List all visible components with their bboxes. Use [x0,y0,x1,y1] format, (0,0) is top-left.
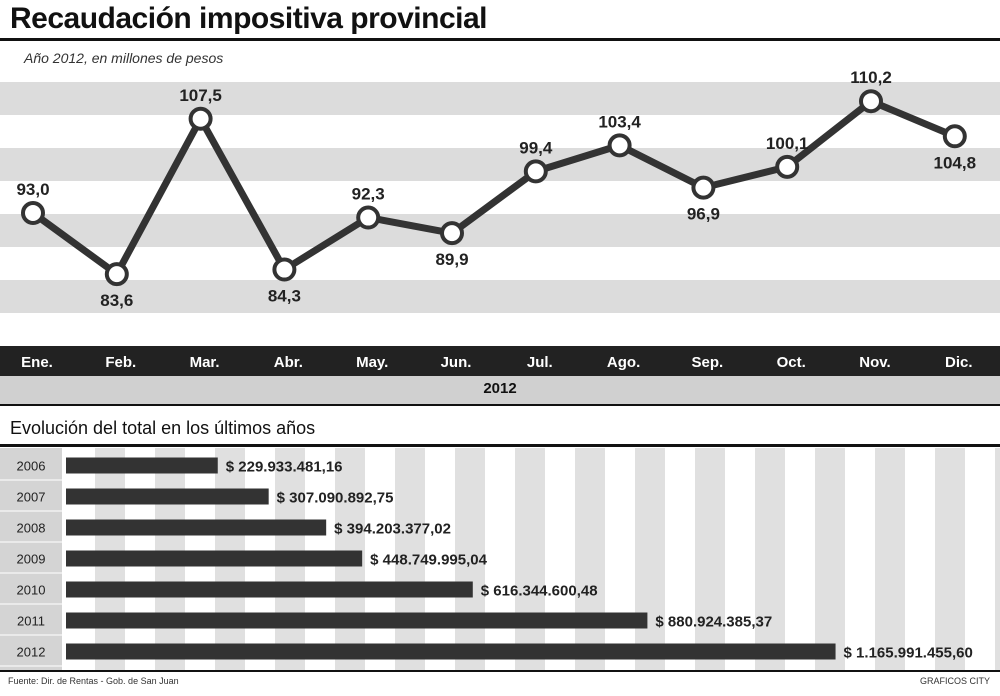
month-tick-label: Dic. [945,354,973,371]
line-value-labels: 93,0 83,6 107,5 84,3 92,3 89,9 99,4 103,4 96,9 10… [16,68,976,310]
data-point [104,262,129,287]
data-label: 83,6 [100,291,133,310]
year-tick-label: 2009 [17,552,46,567]
data-point [691,175,716,200]
data-label: 110,2 [850,68,892,87]
grid-stripe [575,448,605,670]
data-point [775,154,800,179]
data-point [523,159,548,184]
data-label: 93,0 [16,180,49,199]
series-line [30,97,957,278]
bar [66,457,218,474]
grid-band [0,214,1000,247]
year-tick-label: 2006 [17,459,46,474]
month-tick-label: Sep. [692,354,724,371]
month-tick-label: Oct. [777,354,806,371]
title-rule [0,38,1000,41]
month-axis: Ene. Feb. Mar. Abr. May. Jun. Jul. Ago. Sep. Oct.… [0,346,1000,406]
month-tick-label: Ene. [21,354,53,371]
chart-subtitle: Año 2012, en millones de pesos [24,50,224,66]
source-note: Fuente: Dir. de Rentas - Gob. de San Jua… [8,676,179,686]
data-label: 92,3 [352,185,385,204]
data-label: 89,9 [435,250,468,269]
grid-bands [0,82,1000,313]
bar [66,643,836,660]
grid-stripe [695,448,725,670]
data-point [440,221,464,246]
line-points [21,89,967,287]
data-label: 104,8 [934,153,977,172]
year-tick-label: 2012 [17,645,46,660]
chart-title: Recaudación impositiva provincial [10,2,487,35]
month-tick-label: Mar. [190,354,220,371]
data-point [942,124,967,149]
grid-stripe [455,448,485,670]
year-axis-bar [0,376,1000,404]
month-tick-label: Ago. [607,354,640,371]
axis-rule [0,404,1000,406]
grid-stripe [815,448,845,670]
data-point [272,257,297,282]
month-tick-label: Feb. [105,354,136,371]
year-column [0,448,62,670]
bar [66,612,648,629]
year-tick-label: 2011 [17,614,45,629]
data-point [607,133,632,158]
data-point [21,201,45,225]
bar-value-label: $ 307.090.892,75 [277,490,394,507]
bar-chart-title: Evolución del total en los últimos años [10,418,316,438]
data-label: 103,4 [598,112,641,131]
bar-series: 2006 $ 229.933.481,16 2007 $ 307.090.892,75… [0,457,973,667]
bar-value-label: $ 229.933.481,16 [226,459,343,476]
x-axis-title: 2012 [483,380,517,397]
grid-stripe [395,448,425,670]
month-axis-bar [0,346,1000,376]
month-tick-label: Nov. [859,354,890,371]
bar-value-label: $ 394.203.377,02 [334,521,451,538]
grid-band [0,280,1000,313]
credit-note: GRAFICOS CITY [919,676,990,686]
bar [66,519,327,536]
data-label: 100,1 [766,134,809,153]
month-tick-label: Jun. [441,354,472,371]
grid-stripe [935,448,965,670]
grid-band [0,82,1000,115]
data-point [356,205,381,230]
bar [66,550,363,567]
bar-value-label: $ 880.924.385,37 [655,614,772,631]
grid-band [0,148,1000,181]
data-label: 107,5 [179,86,222,105]
month-tick-label: Abr. [274,354,303,371]
bar-value-label: $ 616.344.600,48 [481,583,598,600]
bar-value-label: $ 448.749.995,04 [370,552,487,569]
data-label: 84,3 [268,287,301,306]
data-point [188,106,213,131]
line-series [30,97,957,278]
bar [66,488,269,505]
year-tick-label: 2008 [17,521,46,536]
bottom-rule [0,670,1000,672]
data-label: 96,9 [687,205,720,224]
bar-chart-rule [0,444,1000,447]
month-tick-label: May. [356,354,388,371]
month-tick-label: Jul. [527,354,553,371]
grid-stripe [635,448,665,670]
grid-stripe [995,448,1000,670]
year-tick-label: 2007 [17,490,46,505]
bar-value-label: $ 1.165.991.455,60 [844,645,973,662]
grid-stripe [755,448,785,670]
data-label: 99,4 [519,138,553,157]
grid-stripe [515,448,545,670]
data-point [859,89,883,114]
grid-stripe [875,448,905,670]
bar [66,581,473,598]
year-tick-label: 2010 [17,583,46,598]
